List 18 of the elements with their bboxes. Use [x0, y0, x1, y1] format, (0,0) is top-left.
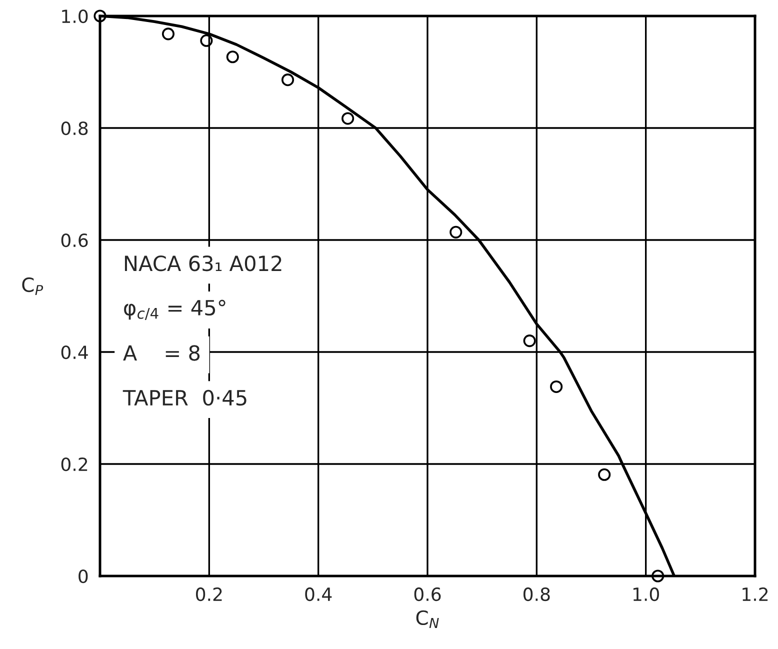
y-axis-title: C$_{P}$ [22, 277, 44, 295]
annotation: NACA 63₁ A012 [124, 255, 282, 272]
annotation: A = 8 [123, 345, 200, 361]
y-tick-label: 0.2 [61, 457, 88, 472]
x-tick-label: 1.2 [742, 587, 768, 601]
x-tick-label: 0.4 [305, 587, 332, 602]
x-tick-label: 1.0 [633, 587, 659, 602]
annotation: φ$_{c/4}$ = 45° [124, 300, 226, 320]
annotation: TAPER 0·45 [122, 390, 246, 406]
x-tick-label: 0.8 [524, 587, 550, 602]
x-tick-label: 0.2 [196, 587, 222, 602]
x-axis-title: C$_{N}$ [416, 610, 439, 628]
y-tick-label: 0.8 [61, 121, 88, 136]
y-tick-label: 0.6 [61, 233, 88, 248]
y-tick-label: 0 [78, 569, 88, 584]
x-tick-label: 0.6 [414, 587, 441, 602]
y-tick-label: 1.0 [62, 9, 88, 24]
y-tick-label: 0.4 [61, 345, 88, 360]
